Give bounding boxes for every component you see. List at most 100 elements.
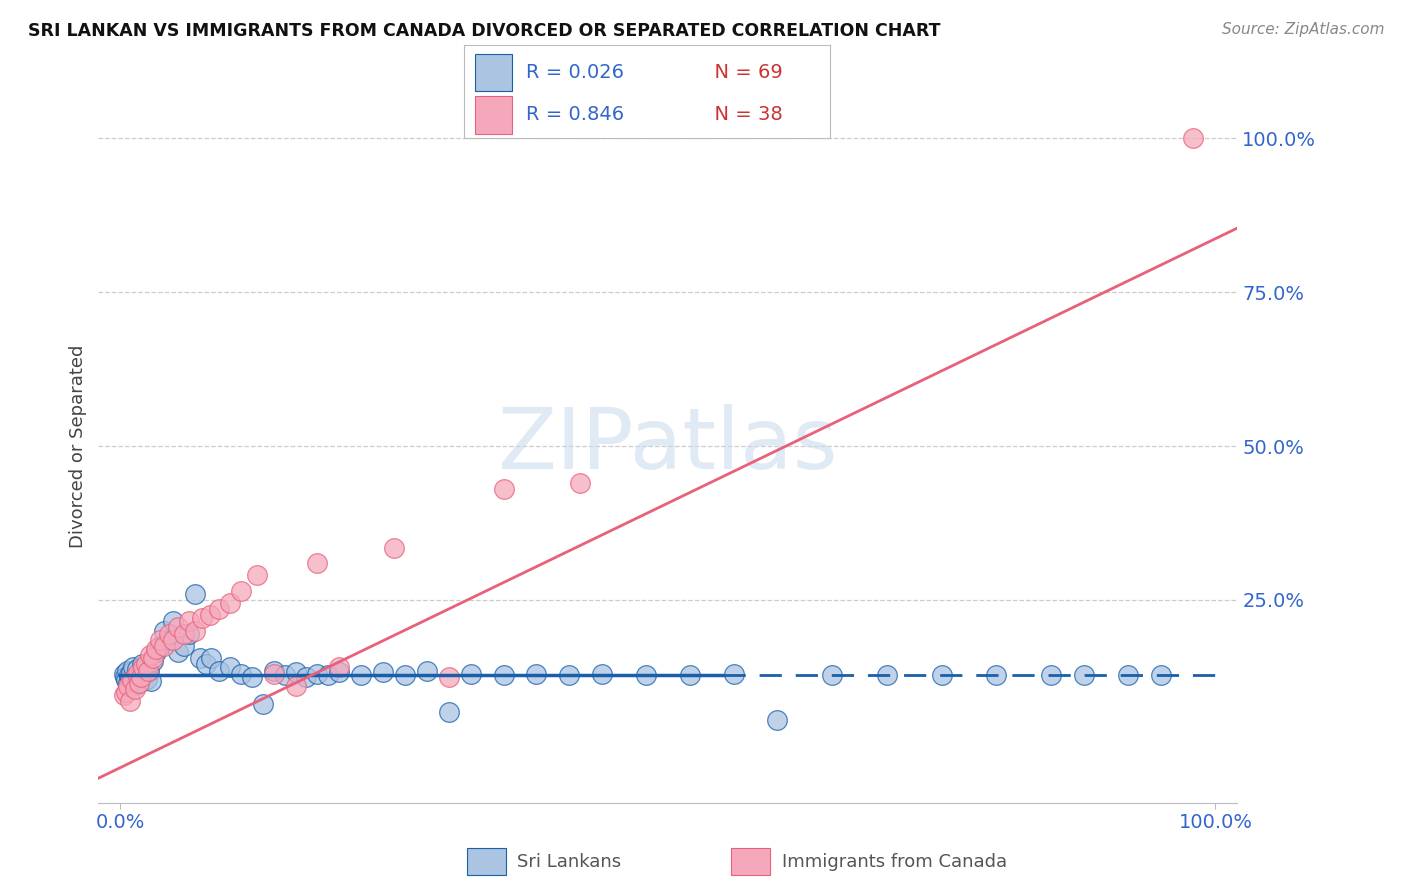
Point: [240, 670, 263, 684]
Point: [127, 673, 149, 687]
Point: [284, 665, 307, 680]
Text: Source: ZipAtlas.com: Source: ZipAtlas.com: [1222, 22, 1385, 37]
Point: [167, 620, 190, 634]
Point: [114, 685, 136, 699]
Point: [139, 648, 162, 662]
Point: [263, 666, 285, 681]
Point: [145, 645, 167, 659]
Point: [145, 642, 167, 657]
Point: [200, 651, 222, 665]
Point: [134, 657, 156, 672]
Point: [173, 639, 195, 653]
Point: [307, 556, 329, 570]
Point: [188, 651, 211, 665]
Point: [1149, 668, 1171, 682]
Point: [821, 668, 844, 682]
Point: [437, 670, 460, 684]
Point: [128, 676, 150, 690]
Point: [157, 632, 180, 647]
Point: [191, 611, 214, 625]
Point: [118, 668, 141, 682]
Point: [129, 666, 152, 681]
Point: [114, 670, 136, 684]
Point: [128, 676, 150, 690]
Point: [526, 666, 548, 681]
Point: [117, 676, 139, 690]
Point: [179, 626, 201, 640]
Point: [153, 624, 176, 638]
Point: [125, 662, 148, 676]
Point: [1116, 668, 1139, 682]
Point: [124, 678, 146, 692]
Point: [115, 664, 138, 678]
Point: [1040, 668, 1063, 682]
Point: [129, 670, 152, 684]
Point: [437, 705, 460, 719]
Text: R = 0.846: R = 0.846: [526, 105, 624, 124]
Point: [162, 615, 184, 629]
Point: [569, 475, 592, 490]
Point: [328, 665, 350, 680]
Point: [931, 668, 953, 682]
Point: [129, 670, 152, 684]
Point: [157, 626, 180, 640]
Point: [120, 694, 142, 708]
Y-axis label: Divorced or Separated: Divorced or Separated: [69, 344, 87, 548]
Point: [350, 668, 373, 682]
Point: [558, 668, 581, 682]
Point: [295, 670, 318, 684]
Point: [139, 673, 162, 688]
Point: [134, 668, 156, 682]
Point: [121, 673, 143, 687]
Point: [229, 583, 252, 598]
Point: [208, 664, 231, 678]
Point: [179, 615, 201, 629]
Point: [124, 670, 146, 684]
Point: [184, 624, 207, 638]
Point: [229, 666, 252, 681]
Point: [121, 673, 143, 688]
FancyBboxPatch shape: [475, 96, 512, 134]
Point: [112, 666, 135, 681]
Point: [131, 657, 153, 672]
Text: Immigrants from Canada: Immigrants from Canada: [782, 853, 1007, 871]
Point: [162, 632, 184, 647]
Point: [218, 596, 240, 610]
FancyBboxPatch shape: [475, 54, 512, 92]
Point: [263, 664, 285, 678]
Point: [120, 665, 142, 680]
Point: [371, 665, 394, 680]
Point: [149, 639, 172, 653]
Point: [634, 668, 657, 682]
Point: [138, 664, 160, 678]
Point: [198, 608, 221, 623]
Point: [132, 660, 155, 674]
Point: [460, 666, 482, 681]
Point: [184, 587, 207, 601]
Point: [142, 651, 165, 665]
Text: ZIPatlas: ZIPatlas: [498, 404, 838, 488]
Text: N = 38: N = 38: [702, 105, 782, 124]
Point: [136, 664, 159, 678]
Point: [284, 679, 307, 693]
Point: [766, 713, 789, 727]
Point: [167, 645, 190, 659]
Point: [492, 482, 515, 496]
Point: [394, 668, 416, 682]
Point: [1073, 668, 1095, 682]
Point: [173, 626, 195, 640]
Point: [252, 698, 274, 712]
Point: [492, 668, 515, 682]
Point: [112, 688, 135, 702]
Point: [273, 668, 295, 682]
Point: [307, 666, 329, 681]
Point: [124, 681, 146, 696]
Point: [246, 568, 269, 582]
Point: [120, 672, 142, 686]
Point: [679, 668, 702, 682]
Point: [194, 657, 217, 672]
Point: [986, 668, 1008, 682]
Point: [382, 541, 405, 555]
Point: [122, 660, 145, 674]
Point: [876, 668, 898, 682]
